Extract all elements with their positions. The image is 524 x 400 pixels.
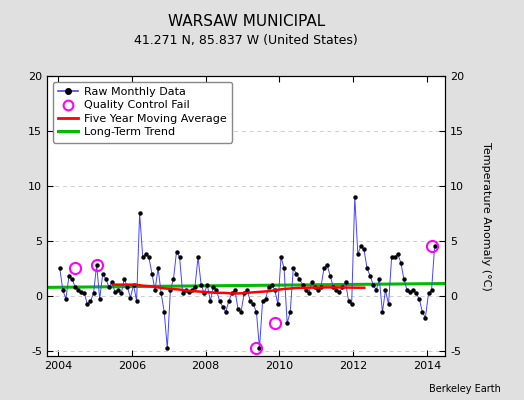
Text: Berkeley Earth: Berkeley Earth xyxy=(429,384,500,394)
Y-axis label: Temperature Anomaly (°C): Temperature Anomaly (°C) xyxy=(481,142,491,290)
Text: WARSAW MUNICIPAL: WARSAW MUNICIPAL xyxy=(168,14,325,29)
Legend: Raw Monthly Data, Quality Control Fail, Five Year Moving Average, Long-Term Tren: Raw Monthly Data, Quality Control Fail, … xyxy=(53,82,232,143)
Text: 41.271 N, 85.837 W (United States): 41.271 N, 85.837 W (United States) xyxy=(134,34,358,47)
